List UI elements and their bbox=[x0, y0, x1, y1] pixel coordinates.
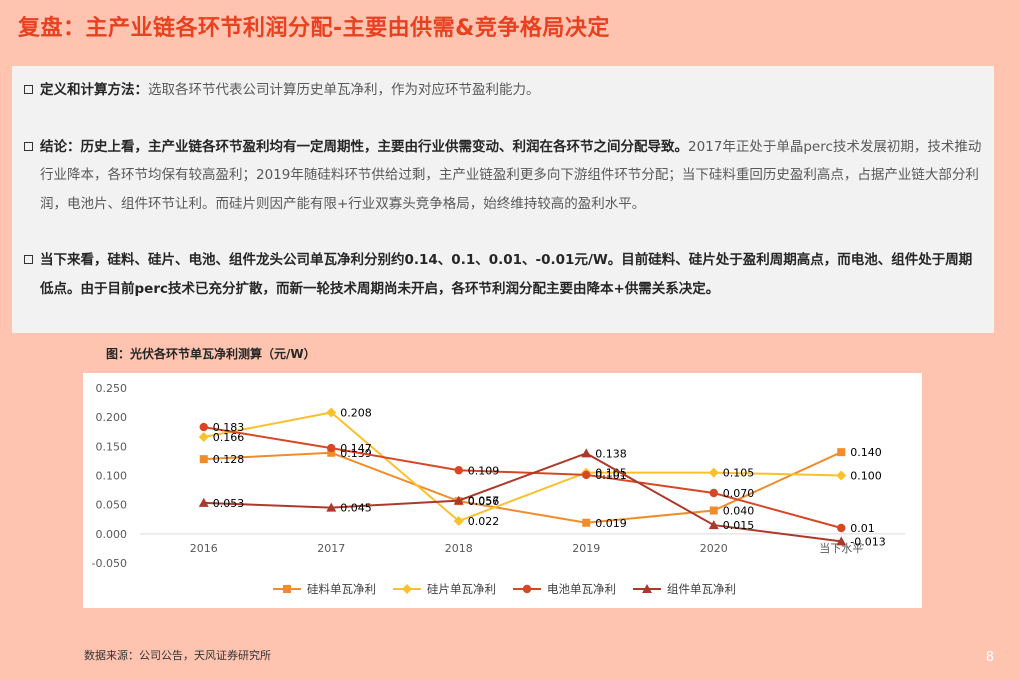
page-number: 8 bbox=[985, 650, 994, 665]
data-label: 0.105 bbox=[723, 467, 755, 480]
x-tick-label: 当下水平 bbox=[819, 541, 863, 555]
data-label: 0.183 bbox=[213, 421, 245, 434]
data-label: 0.101 bbox=[595, 469, 627, 482]
data-point bbox=[326, 407, 337, 418]
x-tick-label: 2019 bbox=[572, 542, 600, 555]
data-point bbox=[199, 455, 208, 464]
legend-marker bbox=[402, 584, 412, 594]
data-label: 0.128 bbox=[213, 453, 245, 466]
data-label: 0.138 bbox=[595, 447, 627, 460]
data-point bbox=[582, 470, 591, 480]
data-point bbox=[326, 502, 337, 512]
data-point bbox=[709, 506, 718, 515]
legend-marker bbox=[642, 584, 652, 593]
data-label: 0.019 bbox=[595, 517, 627, 530]
data-label: 0.140 bbox=[850, 446, 882, 459]
y-tick-label: 0.100 bbox=[96, 470, 128, 483]
paragraph-conclusion: 结论：历史上看，主产业链各环节盈利均有一定周期性，主要由行业供需变动、利润在各环… bbox=[24, 133, 984, 219]
series-line bbox=[203, 452, 842, 543]
y-tick-label: 0.050 bbox=[96, 499, 128, 512]
y-tick-label: 0.200 bbox=[96, 411, 128, 424]
data-label: 0.147 bbox=[340, 442, 372, 455]
data-point bbox=[837, 523, 846, 533]
data-label: 0.166 bbox=[213, 431, 245, 444]
data-point bbox=[198, 497, 209, 507]
legend-marker bbox=[522, 584, 532, 594]
data-point bbox=[454, 466, 463, 475]
y-tick-label: -0.050 bbox=[92, 557, 127, 570]
data-label: 0.057 bbox=[468, 495, 500, 508]
y-tick-label: 0.000 bbox=[96, 528, 128, 541]
data-label: 0.109 bbox=[468, 464, 500, 477]
x-tick-label: 2016 bbox=[190, 542, 218, 555]
series-line bbox=[203, 451, 842, 524]
legend-marker bbox=[283, 585, 291, 593]
data-point bbox=[199, 422, 208, 432]
legend-label: 组件单瓦净利 bbox=[667, 582, 736, 596]
data-point bbox=[837, 448, 846, 457]
x-tick-label: 2018 bbox=[445, 542, 473, 555]
data-label: 0.040 bbox=[723, 505, 755, 518]
square-bullet-icon bbox=[24, 141, 33, 151]
data-label: 0.01 bbox=[850, 522, 875, 535]
definition-heading: 定义和计算方法： bbox=[40, 82, 148, 98]
data-point bbox=[327, 448, 336, 457]
legend-label: 硅片单瓦净利 bbox=[427, 582, 496, 596]
data-point bbox=[453, 495, 464, 505]
data-label: -0.013 bbox=[850, 535, 885, 548]
slide-title: 复盘：主产业链各环节利润分配-主要由供需&竞争格局决定 bbox=[18, 16, 610, 41]
current-status-text: 当下来看，硅料、硅片、电池、组件龙头公司单瓦净利分别约0.14、0.1、0.01… bbox=[40, 252, 973, 297]
square-bullet-icon bbox=[24, 85, 33, 94]
y-tick-label: 0.250 bbox=[96, 382, 128, 395]
source-note: 数据来源：公司公告，天风证券研究所 bbox=[84, 649, 271, 662]
y-tick-label: 0.150 bbox=[96, 440, 128, 453]
paragraph-definition: 定义和计算方法：选取各环节代表公司计算历史单瓦净利，作为对应环节盈利能力。 bbox=[24, 76, 984, 105]
data-label: 0.015 bbox=[723, 519, 755, 532]
x-tick-label: 2017 bbox=[317, 542, 345, 555]
data-label: 0.022 bbox=[468, 515, 500, 528]
square-bullet-icon bbox=[24, 255, 33, 264]
data-point bbox=[582, 518, 591, 527]
data-point bbox=[836, 536, 847, 546]
x-tick-label: 2020 bbox=[700, 542, 728, 555]
data-label: 0.100 bbox=[850, 470, 882, 483]
data-label: 0.056 bbox=[468, 495, 500, 508]
paragraph-current: 当下来看，硅料、硅片、电池、组件龙头公司单瓦净利分别约0.14、0.1、0.01… bbox=[24, 246, 984, 303]
data-point bbox=[453, 516, 464, 526]
conclusion-text: 2017年正处于单晶perc技术发展初期，技术推动行业降本，各环节均保有较高盈利… bbox=[40, 138, 982, 212]
legend-label: 硅料单瓦净利 bbox=[307, 582, 376, 596]
conclusion-heading: 结论：历史上看，主产业链各环节盈利均有一定周期性，主要由行业供需变动、利润在各环… bbox=[40, 138, 688, 155]
data-point bbox=[708, 467, 719, 478]
series-line bbox=[203, 426, 842, 529]
data-point bbox=[198, 432, 209, 442]
data-point bbox=[708, 520, 719, 530]
chart-area: 0.250 0.200 0.150 0.100 0.050 0.000 -0.050 2016… bbox=[83, 373, 922, 608]
data-label: 0.070 bbox=[723, 487, 755, 500]
data-point bbox=[709, 488, 718, 498]
data-label: 0.053 bbox=[213, 497, 245, 510]
data-label: 0.045 bbox=[340, 502, 372, 515]
line-chart: 0.250 0.200 0.150 0.100 0.050 0.000 -0.050 2016… bbox=[92, 382, 905, 596]
data-label: 0.208 bbox=[340, 407, 372, 420]
summary-textbox: 定义和计算方法：选取各环节代表公司计算历史单瓦净利，作为对应环节盈利能力。 结论… bbox=[12, 66, 994, 333]
data-point bbox=[327, 443, 336, 453]
data-point bbox=[836, 470, 847, 481]
data-point bbox=[581, 448, 592, 458]
legend-label: 电池单瓦净利 bbox=[547, 582, 616, 596]
figure-title: 图：光伏各环节单瓦净利测算（元/W） bbox=[106, 347, 316, 361]
definition-text: 选取各环节代表公司计算历史单瓦净利，作为对应环节盈利能力。 bbox=[148, 82, 540, 98]
series-line bbox=[203, 411, 842, 523]
